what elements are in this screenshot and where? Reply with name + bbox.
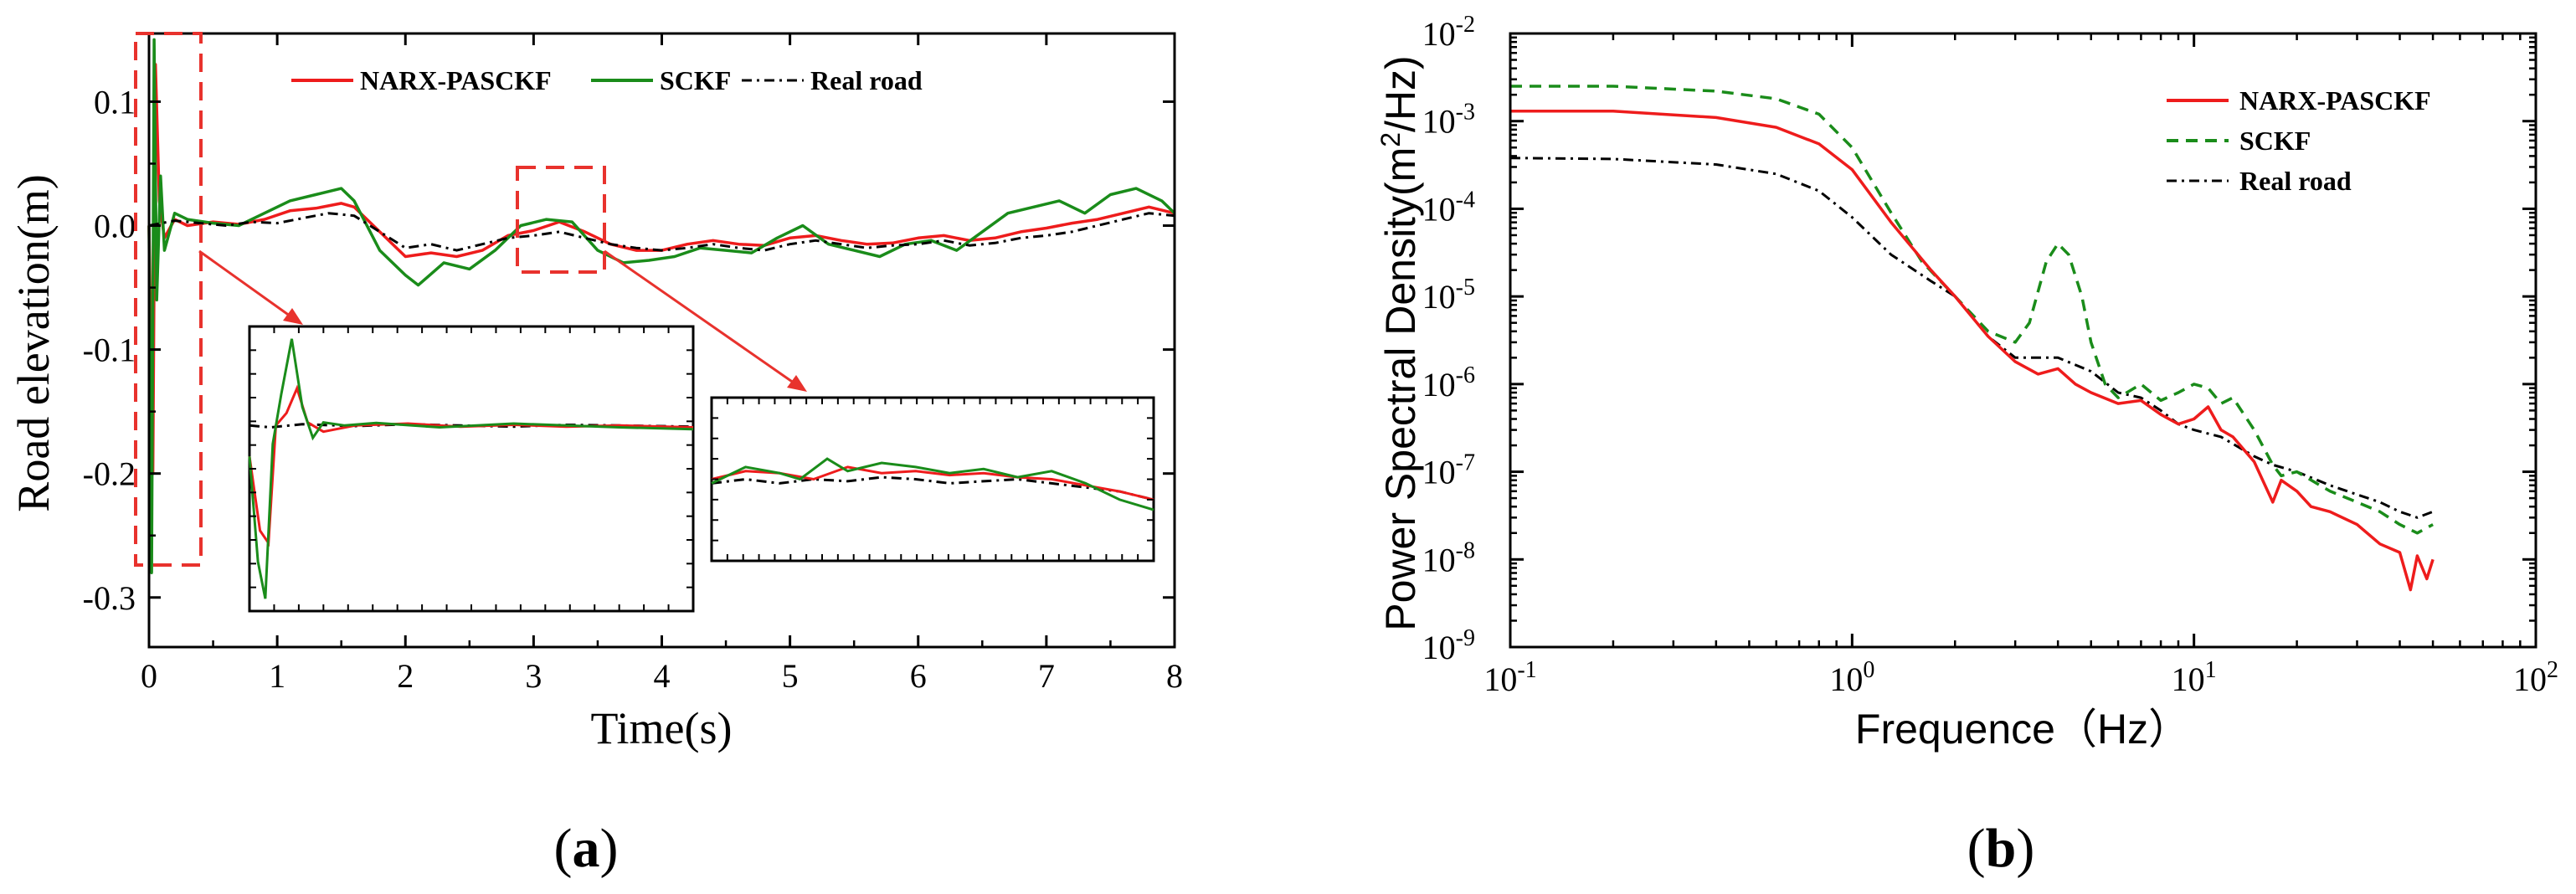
inset-1-series-layer: [248, 338, 694, 599]
panel-a-series-sckf: [147, 38, 1176, 574]
panel-a-legend: NARX-PASCKF SCKF Real road: [291, 65, 923, 95]
inset-2-series-real-road: [711, 475, 1154, 501]
panel-b-y-axis-label: Power Spectral Density(m2/Hz): [1375, 55, 1424, 630]
panel-a-x-tick-label: 8: [1166, 657, 1183, 695]
panel-b-y-tick-label: 10-2: [1422, 12, 1475, 53]
legend-a-narx-label: NARX-PASCKF: [360, 65, 552, 95]
panel-b-y-tick-label: 10-4: [1422, 187, 1475, 228]
panel-a-x-axis-label: Time(s): [590, 703, 732, 753]
panel-b-caption-letter: b: [1986, 818, 2017, 879]
zoom-region-box-1: [134, 32, 203, 567]
panel-b-series-layer: [1509, 85, 2435, 592]
inset-2: [710, 396, 1155, 563]
inset-1: [248, 325, 695, 613]
panel-b: 10-1 100 101 102 10-2 10-3 10-4 10-5 10-6 10-7 10-…: [1375, 12, 2558, 879]
panel-a-y-axis-label: Road elevation(m): [8, 174, 59, 511]
panel-b-x-tick-label: 101: [2172, 657, 2217, 698]
panel-a-y-tick-label: -0.2: [83, 455, 136, 493]
panel-a-x-tick-label: 3: [525, 657, 542, 695]
panel-b-series-real-road: [1509, 157, 2434, 519]
panel-b-y-axis-label-prefix: Power Spectral Density(m: [1377, 147, 1424, 631]
zoom-arrow-1: [198, 249, 303, 325]
panel-a-caption-letter: a: [573, 818, 600, 879]
inset-2-series-sckf: [711, 457, 1154, 511]
inset-2-frame: [710, 396, 1155, 563]
inset-1-series-sckf: [248, 338, 694, 599]
panel-a-x-tick-label: 5: [782, 657, 799, 695]
legend-b-narx-label: NARX-PASCKF: [2239, 85, 2431, 116]
panel-b-y-tick-label: 10-7: [1422, 450, 1475, 491]
panel-b-y-tick-label: 10-6: [1422, 362, 1475, 403]
inset-2-ticks: [712, 398, 1154, 561]
panel-b-plot-frame: [1509, 32, 2537, 649]
panel-b-x-axis-label: Frequence（Hz）: [1855, 706, 2190, 753]
panel-b-x-tick-label: 10-1: [1483, 657, 1536, 698]
panel-b-series-narx-pasckf: [1510, 110, 2435, 592]
inset-1-ticks: [249, 326, 693, 611]
inset-1-frame: [248, 325, 695, 613]
panel-b-series-sckf: [1510, 85, 2434, 535]
panel-b-x-tick-label: 100: [1829, 657, 1874, 698]
panel-b-y-tick-label: 10-8: [1422, 537, 1475, 578]
panel-a-ticks: 0 1 2 3 4 5 6 7 8 0.1 0.0 -0.1 -0.2 -0.3: [83, 33, 1183, 695]
panel-a-y-tick-label: -0.1: [83, 331, 136, 369]
panel-a-series-layer: [147, 38, 1176, 574]
legend-b-sckf-label: SCKF: [2239, 126, 2311, 156]
legend-a-sckf-label: SCKF: [660, 65, 731, 95]
zoom-arrow-2: [604, 249, 807, 392]
panel-a-y-tick-label: 0.1: [94, 83, 136, 121]
panel-b-y-axis-label-sup: 2: [1375, 132, 1406, 147]
legend-a-real-label: Real road: [810, 65, 923, 95]
panel-a-x-tick-label: 7: [1038, 657, 1055, 695]
panel-a-x-tick-label: 6: [910, 657, 927, 695]
panel-a-x-tick-label: 0: [141, 657, 157, 695]
panel-b-x-tick-label: 102: [2513, 657, 2558, 698]
panel-b-y-axis-label-suffix: /Hz): [1377, 55, 1424, 132]
panel-b-y-tick-label: 10-3: [1422, 100, 1475, 141]
panel-b-ticks: 10-1 100 101 102 10-2 10-3 10-4 10-5 10-6 10-7 10-…: [1422, 12, 2558, 698]
panel-a-y-tick-label: 0.0: [94, 208, 136, 245]
panel-a-x-tick-label: 2: [397, 657, 414, 695]
panel-a-caption: (a): [554, 818, 619, 879]
panel-b-legend: NARX-PASCKF SCKF Real road: [2167, 85, 2431, 196]
panel-b-y-tick-label: 10-5: [1422, 275, 1475, 316]
panel-b-y-tick-label: 10-9: [1422, 625, 1475, 666]
inset-2-series-layer: [711, 457, 1154, 511]
panel-a-y-tick-label: -0.3: [83, 579, 136, 617]
panel-b-caption: (b): [1967, 818, 2035, 879]
legend-b-real-label: Real road: [2239, 166, 2352, 196]
panel-a-x-tick-label: 4: [654, 657, 671, 695]
zoom-region-box-2: [516, 166, 606, 274]
panel-a-x-tick-label: 1: [269, 657, 285, 695]
panel-a: 0 1 2 3 4 5 6 7 80.10.0-0.1-0.2-0.3 NARX-P: [8, 32, 1183, 879]
panel-a-series-real-road: [148, 212, 1175, 252]
